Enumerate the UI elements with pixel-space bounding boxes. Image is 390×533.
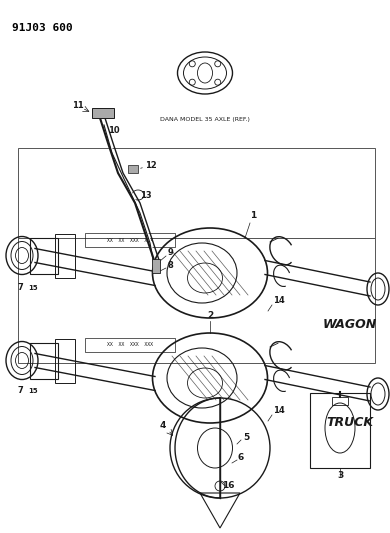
Bar [55, 338, 75, 383]
Text: 9: 9 [168, 248, 174, 257]
Text: 15: 15 [28, 285, 37, 291]
Text: 1: 1 [250, 211, 256, 220]
Text: TRUCK: TRUCK [326, 416, 374, 430]
Text: 12: 12 [145, 161, 157, 170]
Text: WAGON: WAGON [323, 319, 377, 332]
Text: XX  XX  XXX  XXX: XX XX XXX XXX [107, 238, 153, 243]
Text: 16: 16 [222, 481, 234, 490]
Text: 3: 3 [337, 471, 343, 480]
Bar [30, 238, 58, 273]
Text: 6: 6 [238, 453, 244, 462]
Text: 14: 14 [273, 406, 285, 415]
Text: 4: 4 [160, 421, 167, 430]
Bar [310, 393, 370, 468]
Text: 91J03 600: 91J03 600 [12, 23, 73, 33]
Text: 11: 11 [72, 101, 84, 110]
Bar [85, 338, 175, 352]
Text: 13: 13 [140, 191, 152, 200]
Bar [128, 165, 138, 173]
Text: 14: 14 [273, 296, 285, 305]
Text: 10: 10 [108, 126, 120, 135]
Text: DANA MODEL 35 AXLE (REF.): DANA MODEL 35 AXLE (REF.) [160, 117, 250, 122]
Bar [85, 233, 175, 247]
Text: 7: 7 [18, 283, 24, 292]
Text: 2: 2 [207, 311, 213, 320]
Text: 15: 15 [28, 388, 37, 394]
Text: 8: 8 [168, 261, 174, 270]
Text: 7: 7 [18, 386, 24, 395]
Text: XX  XX  XXX  XXX: XX XX XXX XXX [107, 343, 153, 348]
Text: 5: 5 [243, 433, 249, 442]
Bar [55, 233, 75, 278]
Bar [30, 343, 58, 378]
Bar [152, 259, 160, 273]
Bar [92, 108, 114, 118]
Bar [332, 397, 348, 405]
